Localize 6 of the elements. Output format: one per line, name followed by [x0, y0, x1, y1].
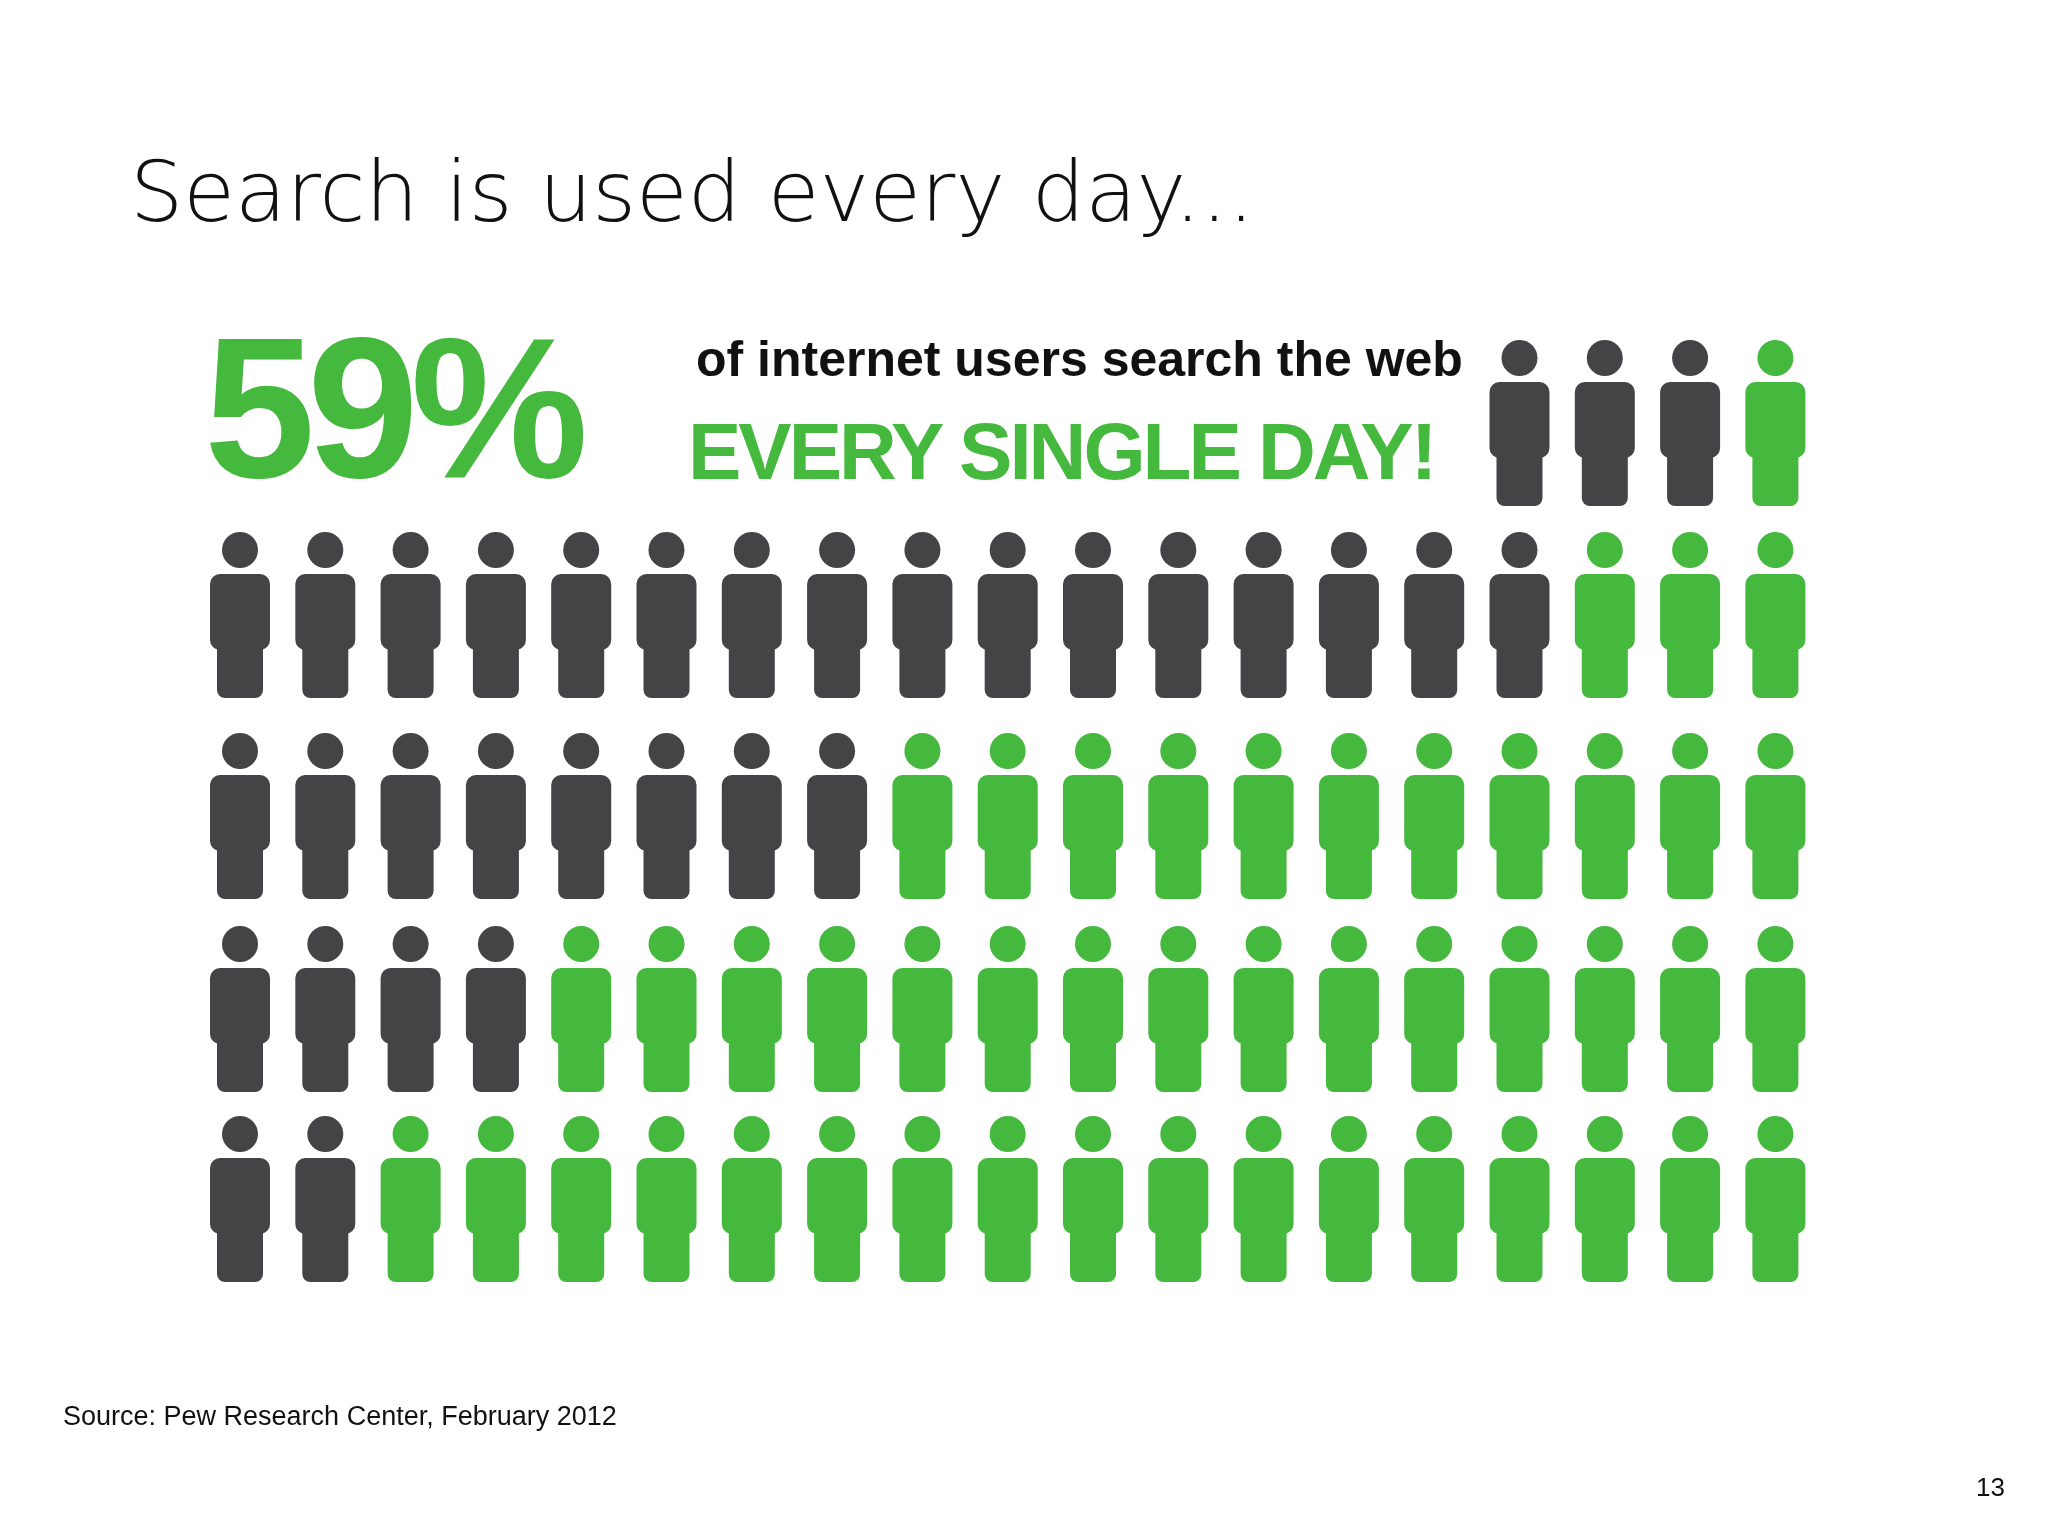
data-label: 59% [204, 296, 581, 519]
text: EVERY SINGLE DAY! [688, 406, 1435, 498]
text: Search is used every day... [130, 143, 1255, 241]
source-note: Source: Pew Research Center, February 2012 [63, 1401, 617, 1432]
text: 13 [1976, 1472, 2005, 1503]
text: of internet users search the web [696, 330, 1463, 388]
